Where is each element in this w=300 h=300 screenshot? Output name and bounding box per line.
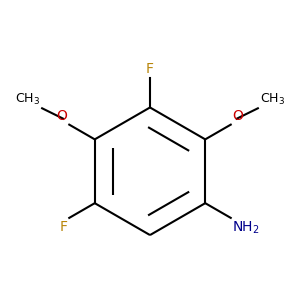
Text: O: O bbox=[57, 109, 68, 123]
Text: CH$_3$: CH$_3$ bbox=[260, 92, 285, 107]
Text: CH$_3$: CH$_3$ bbox=[15, 92, 41, 107]
Text: F: F bbox=[60, 220, 68, 233]
Text: F: F bbox=[146, 62, 154, 76]
Text: O: O bbox=[232, 109, 243, 123]
Text: NH$_2$: NH$_2$ bbox=[232, 220, 260, 236]
